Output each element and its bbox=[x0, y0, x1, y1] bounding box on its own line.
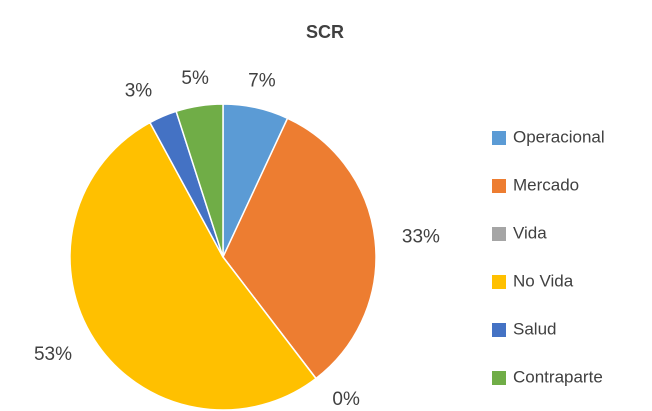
legend-label: Contraparte bbox=[513, 367, 603, 386]
legend-label: Operacional bbox=[513, 127, 605, 146]
data-label: 5% bbox=[181, 68, 209, 89]
pie-slice bbox=[222, 117, 377, 380]
data-label: 3% bbox=[125, 81, 153, 102]
data-label: 53% bbox=[34, 344, 72, 365]
data-label: 7% bbox=[248, 70, 276, 91]
data-label: 0% bbox=[332, 389, 360, 410]
legend-swatch bbox=[492, 179, 506, 193]
legend-swatch bbox=[492, 371, 506, 385]
pie-slice bbox=[175, 103, 224, 258]
pie-slice bbox=[69, 121, 318, 411]
chart-title: SCR bbox=[306, 22, 344, 42]
legend-label: No Vida bbox=[513, 271, 574, 290]
legend-label: Salud bbox=[513, 319, 556, 338]
legend-swatch bbox=[492, 323, 506, 337]
legend-label: Vida bbox=[513, 223, 547, 242]
legend-swatch bbox=[492, 131, 506, 145]
data-label: 33% bbox=[402, 226, 440, 247]
legend-swatch bbox=[492, 275, 506, 289]
legend-label: Mercado bbox=[513, 175, 579, 194]
legend-swatch bbox=[492, 227, 506, 241]
